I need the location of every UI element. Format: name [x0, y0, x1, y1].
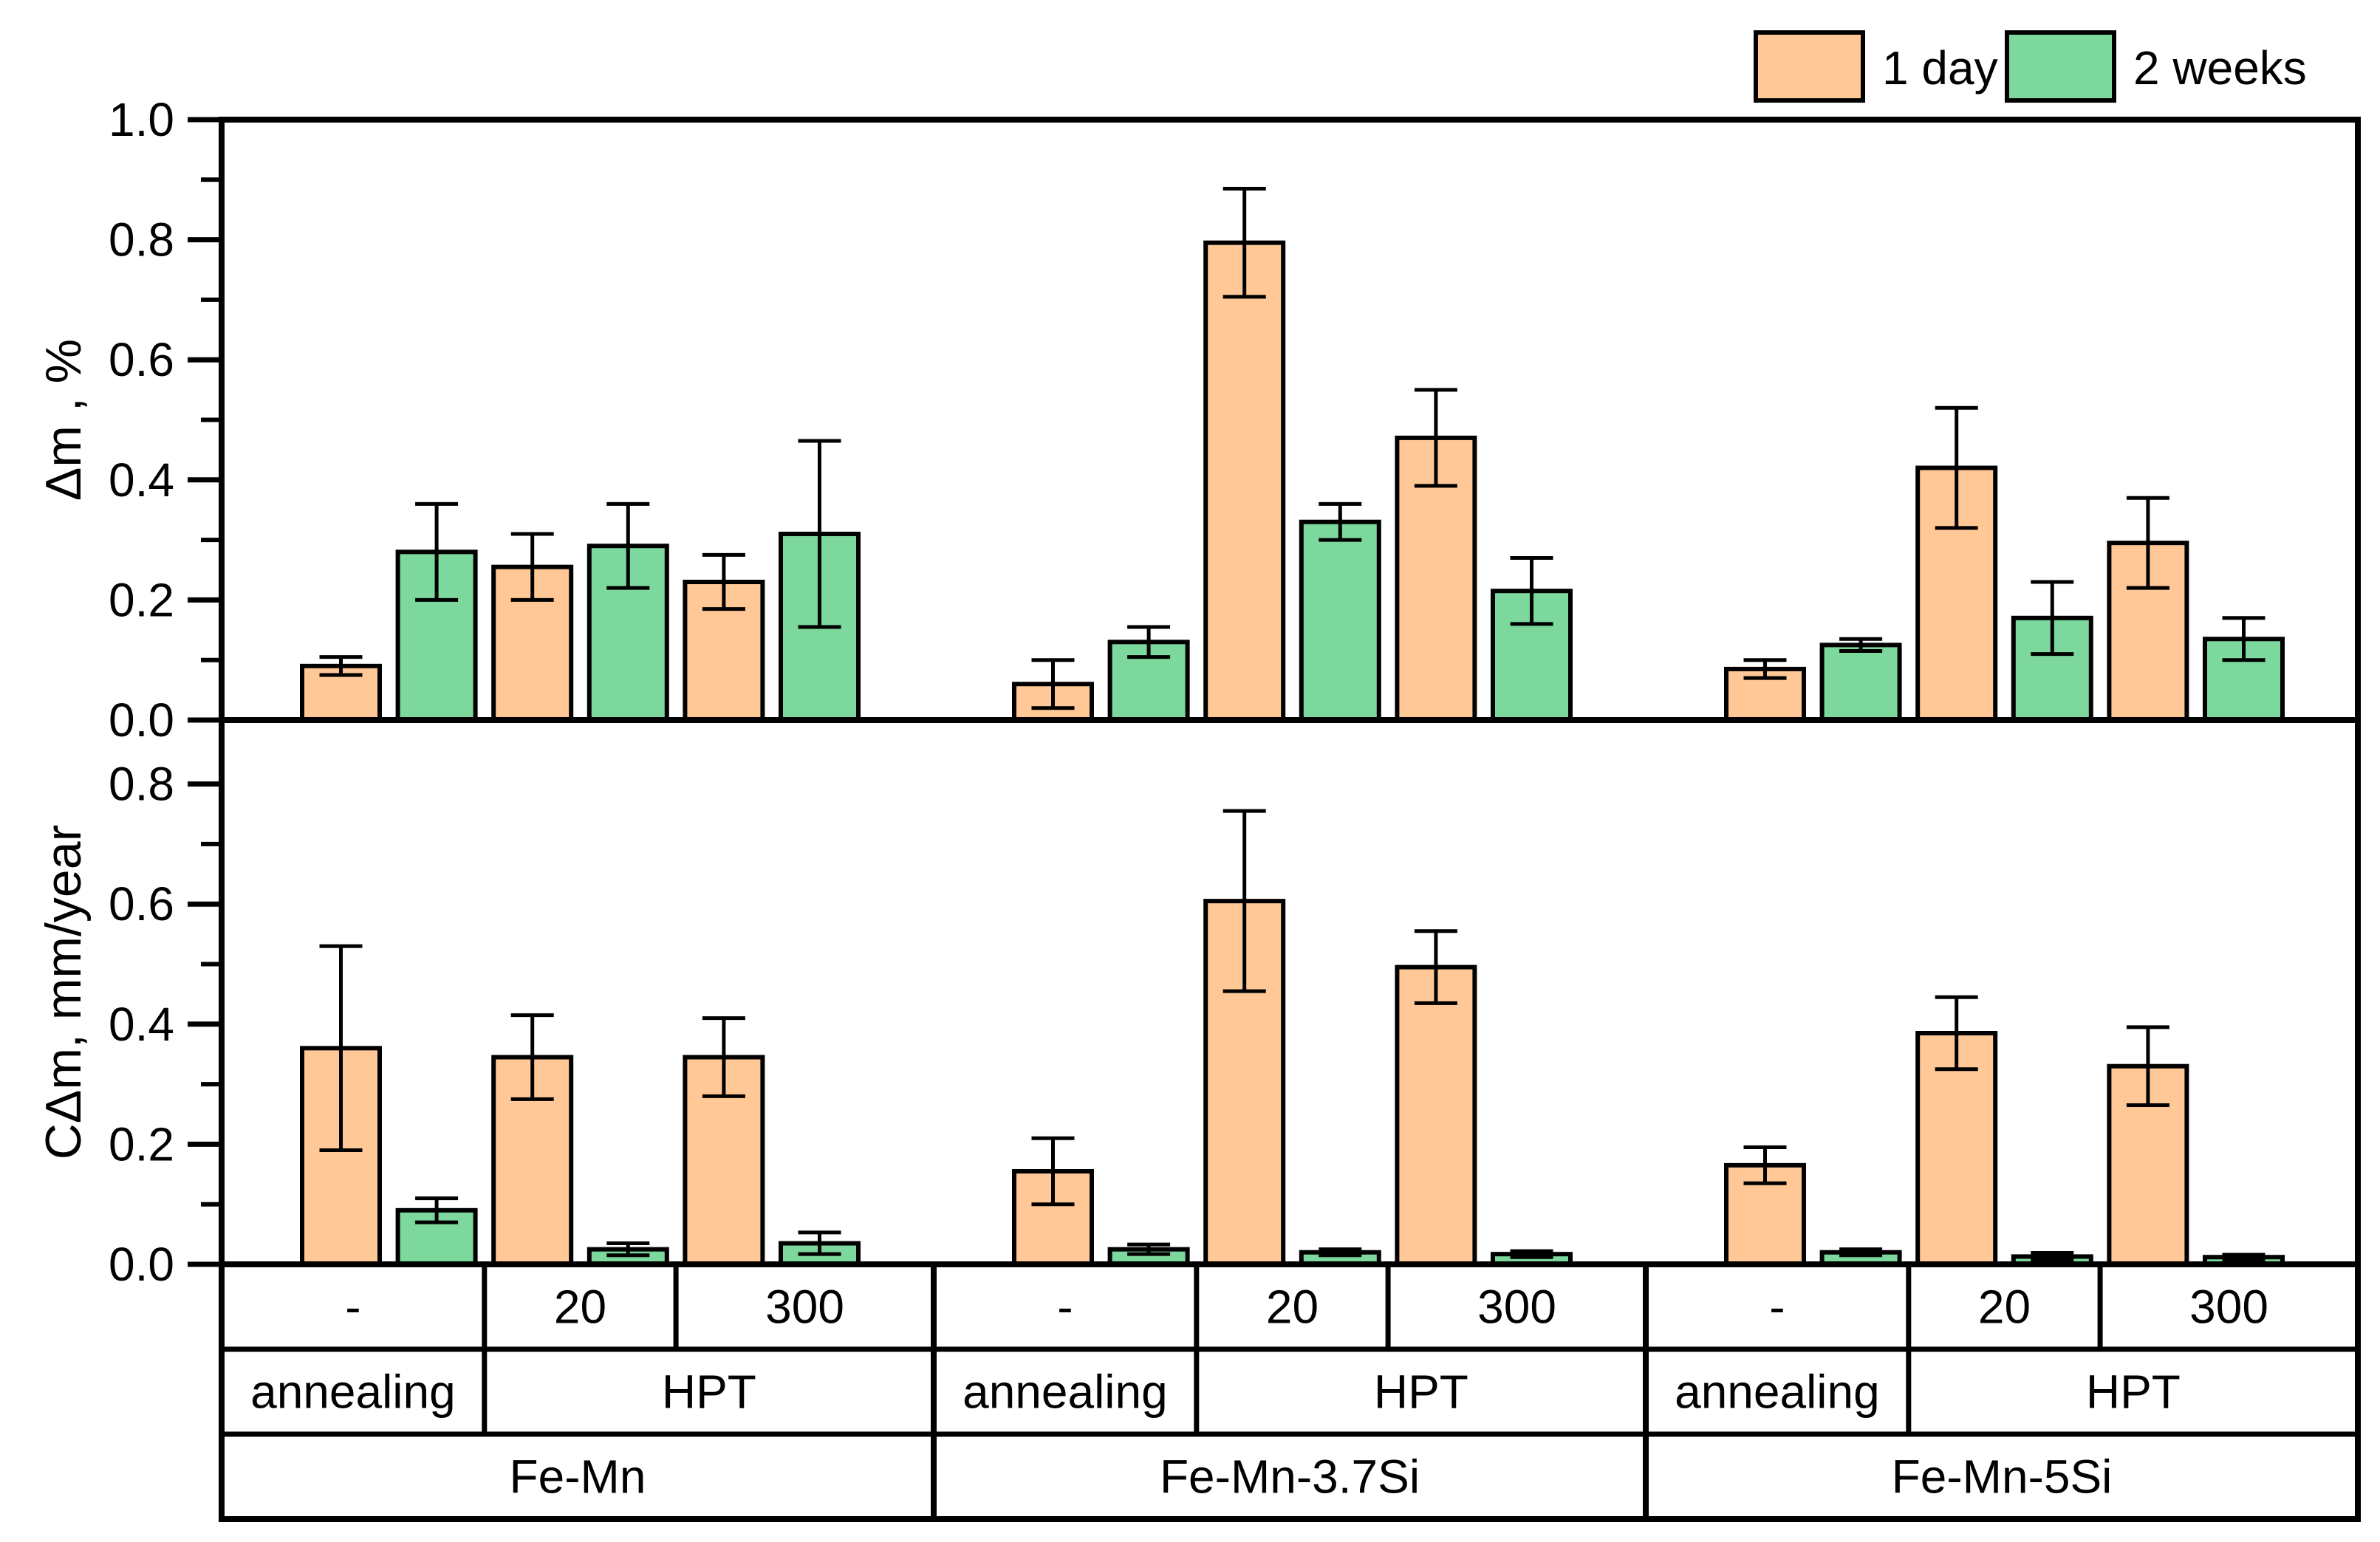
- temp-cell-300: 300: [765, 1281, 844, 1334]
- temp-cell-none: -: [1057, 1281, 1073, 1334]
- treatment-cell-annealing: annealing: [250, 1365, 456, 1419]
- treatment-cell-hpt: HPT: [2086, 1365, 2181, 1419]
- legend-swatch-2-weeks: [2005, 30, 2116, 103]
- temp-cell-300: 300: [1477, 1281, 1556, 1334]
- y-axis-title-panel-0: Δm , %: [35, 339, 92, 501]
- alloy-cell: Fe-Mn: [510, 1450, 646, 1504]
- alloy-cell: Fe-Mn-5Si: [1892, 1450, 2113, 1504]
- y-tick-label: 0.4: [109, 453, 174, 507]
- bar-1day-group1-cond2: [1395, 964, 1477, 1267]
- y-tick-label: 0.6: [109, 877, 174, 931]
- temp-cell-300: 300: [2189, 1281, 2268, 1334]
- temp-cell-none: -: [345, 1281, 360, 1334]
- x-table-frame: [219, 1261, 2361, 1522]
- bar-2weeks-group2-cond0: [1819, 642, 1902, 722]
- treatment-cell-hpt: HPT: [1374, 1365, 1468, 1419]
- y-axis-title-panel-1: CΔm, mm/year: [35, 825, 92, 1159]
- treatment-cell-hpt: HPT: [662, 1365, 756, 1419]
- bar-2weeks-group1-cond1: [1299, 519, 1381, 723]
- y-tick-label: 0.4: [109, 998, 174, 1051]
- bar-1day-group1-cond1: [1203, 240, 1286, 723]
- legend-label-1-day: 1 day: [1882, 41, 1998, 95]
- legend-swatch-1-day: [1754, 30, 1865, 103]
- y-tick-label: 0.0: [109, 693, 174, 747]
- temp-cell-none: -: [1769, 1281, 1785, 1334]
- temp-cell-20: 20: [1978, 1281, 2031, 1334]
- alloy-cell: Fe-Mn-3.7Si: [1160, 1450, 1420, 1504]
- temp-cell-20: 20: [554, 1281, 606, 1334]
- y-tick-label: 0.8: [109, 758, 174, 811]
- y-tick-label: 0.0: [109, 1238, 174, 1291]
- temp-cell-20: 20: [1266, 1281, 1319, 1334]
- legend-label-2-weeks: 2 weeks: [2133, 41, 2307, 95]
- y-tick-label: 0.2: [109, 573, 174, 626]
- y-tick-label: 0.6: [109, 333, 174, 386]
- treatment-cell-annealing: annealing: [962, 1365, 1168, 1419]
- treatment-cell-annealing: annealing: [1675, 1365, 1880, 1419]
- y-tick-label: 0.8: [109, 213, 174, 267]
- y-tick-label: 0.2: [109, 1117, 174, 1171]
- y-tick-label: 1.0: [109, 93, 174, 146]
